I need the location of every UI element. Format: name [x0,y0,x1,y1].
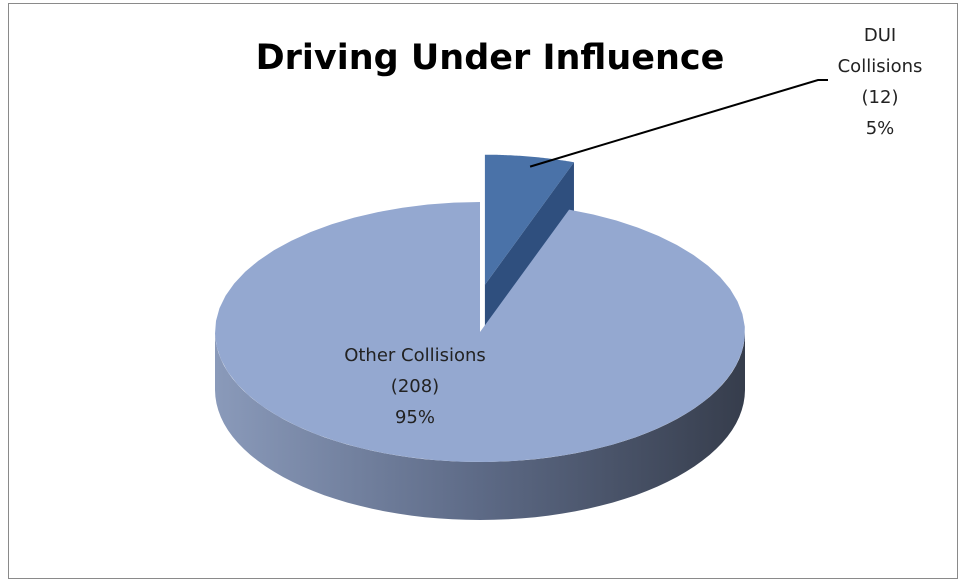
slice-side [215,332,745,520]
slice [484,154,574,285]
value-label: (208) [390,376,440,397]
category-label: DUI Collisions [837,25,923,77]
slice [215,202,745,462]
leader-line [529,79,828,168]
label-other: Other Collisions (208) 95% [290,340,540,433]
label-dui: DUI Collisions (12) 5% [830,20,930,144]
value-label: (12) [861,87,899,108]
percent-label: 5% [865,118,895,139]
chart-frame [8,3,958,579]
percent-label: 95% [394,407,435,428]
category-label: Other Collisions [344,345,486,366]
chart-title: Driving Under Influence [255,38,725,78]
